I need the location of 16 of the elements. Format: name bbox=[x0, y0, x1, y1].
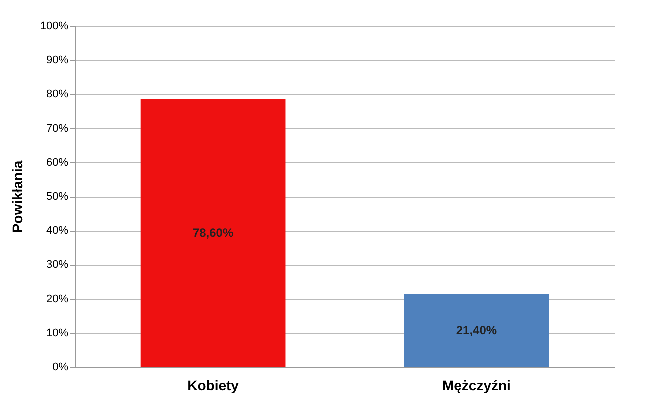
data-label: 78,60% bbox=[192, 226, 234, 240]
y-tick-label: 50% bbox=[46, 191, 69, 203]
y-tick-label: 100% bbox=[40, 20, 69, 32]
y-tick-label: 60% bbox=[46, 156, 69, 169]
y-tick-label: 70% bbox=[46, 122, 69, 135]
y-tick-label: 40% bbox=[46, 225, 69, 238]
x-tick-label: Mężczyźni bbox=[442, 378, 511, 394]
y-tick-label: 30% bbox=[46, 259, 69, 272]
y-tick-label: 20% bbox=[46, 293, 69, 306]
y-tick-label: 10% bbox=[46, 327, 69, 340]
y-tick-label: 0% bbox=[52, 362, 69, 374]
x-tick-label: Kobiety bbox=[188, 378, 240, 394]
data-label: 21,40% bbox=[456, 324, 498, 338]
y-tick-label: 80% bbox=[46, 88, 69, 101]
y-tick-label: 90% bbox=[46, 54, 69, 67]
y-axis-title: Powikłania bbox=[9, 160, 26, 234]
